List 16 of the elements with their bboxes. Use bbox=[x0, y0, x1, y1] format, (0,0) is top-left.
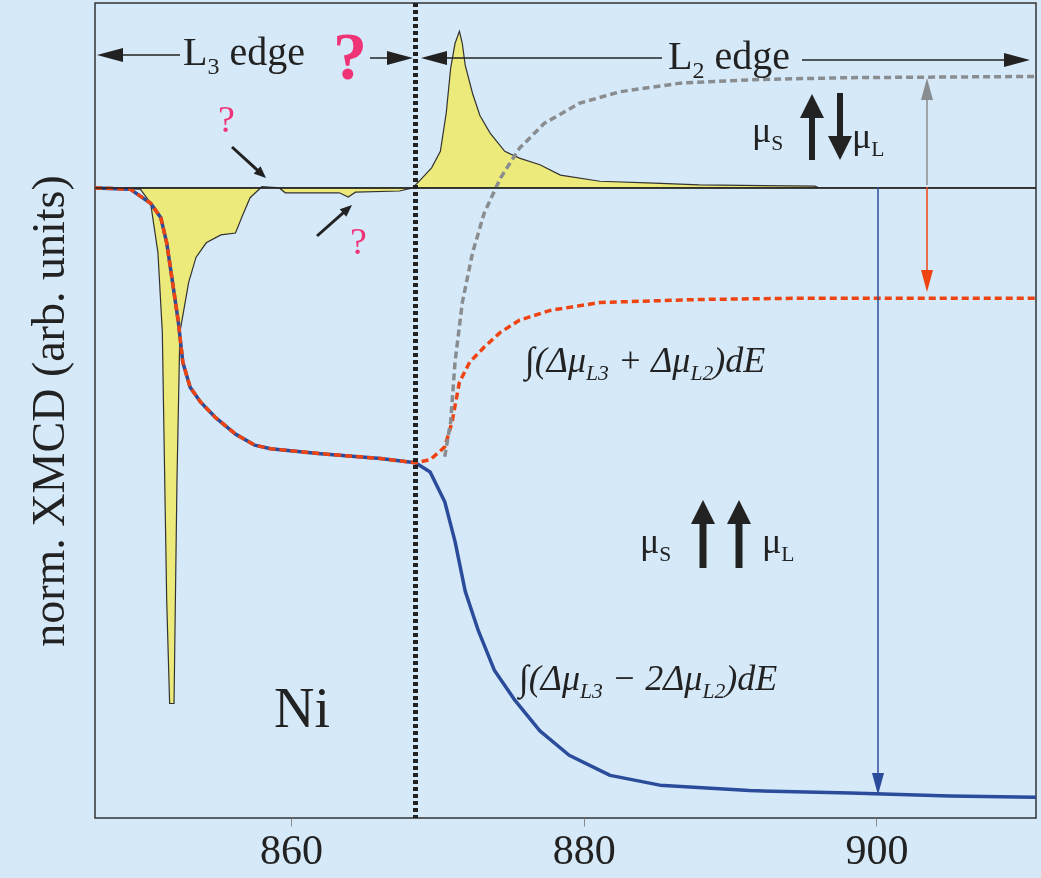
x-tick-label: 880 bbox=[552, 826, 616, 873]
annotation: μ$_{L}$ bbox=[762, 521, 795, 567]
y-axis-title: norm. XMCD (arb. units) bbox=[22, 175, 74, 647]
annotation: ? bbox=[218, 98, 235, 140]
annotation: μ$_{S}$ bbox=[640, 521, 672, 567]
annotation: ∫(Δμ$_{L3}$ + Δμ$_{L2}$)dE bbox=[525, 340, 766, 386]
annotation: μ$_{L}$ bbox=[852, 116, 885, 162]
x-tick-label: 900 bbox=[845, 826, 909, 873]
annotation: ∫(Δμ$_{L3}$ − 2Δμ$_{L2}$)dE bbox=[519, 658, 778, 704]
annotation: L$_{3}$ edge bbox=[183, 29, 305, 79]
annotation: ? bbox=[350, 220, 367, 262]
annotation: L$_{2}$ edge bbox=[668, 33, 790, 83]
x-tick-label: 860 bbox=[260, 826, 324, 873]
annotation: Ni bbox=[274, 677, 330, 739]
annotation: μ$_{S}$ bbox=[752, 110, 784, 156]
annotation: ? bbox=[333, 18, 367, 94]
